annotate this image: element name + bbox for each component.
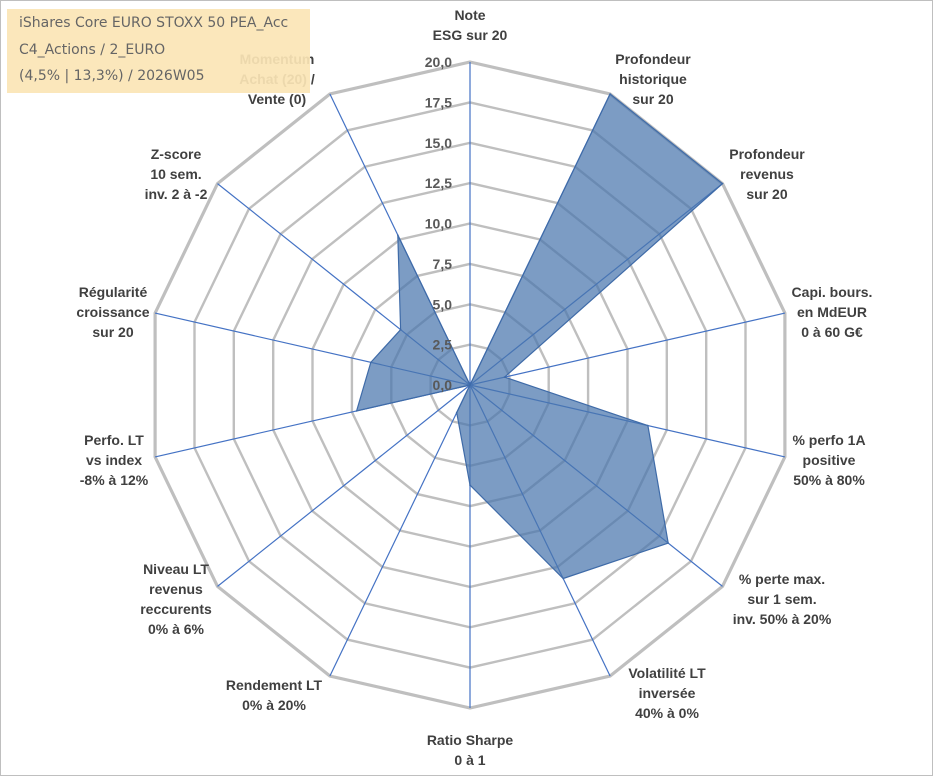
axis-label-5-line-2: inv. 50% à 20%: [733, 611, 832, 627]
axis-label-11-line-1: croissance: [76, 304, 149, 320]
axis-label-8-line-0: Rendement LT: [226, 677, 323, 693]
axis-label-6-line-0: Volatilité LT: [628, 665, 706, 681]
axis-label-8: Rendement LT 0% à 20%: [226, 677, 323, 713]
axis-label-13-line-2: Vente (0): [248, 91, 306, 107]
data-point-9: [469, 384, 471, 386]
tick-label-6: 15,0: [425, 135, 452, 151]
tick-label-8: 20,0: [425, 54, 452, 70]
axis-label-4-line-0: % perfo 1A: [792, 432, 865, 448]
axis-label-6-line-2: 40% à 0%: [635, 705, 699, 721]
tick-label-2: 5,0: [433, 296, 453, 312]
axis-label-2-line-1: revenus: [740, 166, 794, 182]
data-point-3: [503, 376, 506, 378]
axis-label-0-line-0: Note: [454, 7, 485, 23]
axis-label-8-line-1: 0% à 20%: [242, 697, 306, 713]
data-point-11: [370, 361, 372, 364]
axis-label-11-line-0: Régularité: [79, 284, 148, 300]
data-point-2: [721, 182, 724, 185]
axis-label-11-line-2: sur 20: [92, 324, 133, 340]
axis-label-10: Perfo. LT vs index -8% à 12%: [80, 432, 149, 488]
axis-label-6: Volatilité LT inversée 40% à 0%: [628, 665, 706, 721]
axis-label-4-line-2: 50% à 80%: [793, 472, 865, 488]
chart-title-line-1: iShares Core EURO STOXX 50 PEA_Acc: [19, 15, 289, 31]
axis-label-7-line-0: Ratio Sharpe: [427, 732, 514, 748]
axis-label-1: Profondeur historique sur 20: [615, 51, 691, 107]
tick-label-7: 17,5: [425, 94, 452, 110]
data-point-1: [609, 93, 611, 95]
data-point-7: [469, 484, 471, 486]
data-point-6: [562, 577, 564, 580]
axis-label-11: Régularité croissance sur 20: [76, 284, 149, 340]
spoke-3: [469, 312, 786, 386]
axis-label-9-line-0: Niveau LT: [143, 561, 209, 577]
axis-label-9-line-1: revenus: [149, 581, 203, 597]
data-point-12: [399, 328, 402, 331]
axis-label-10-line-1: vs index: [86, 452, 142, 468]
axis-label-4-line-1: positive: [803, 452, 856, 468]
axis-label-5-line-0: % perte max.: [739, 571, 825, 587]
category-labels: Note ESG sur 20 Profondeur historique sur 20…: [76, 7, 872, 768]
tick-label-5: 12,5: [425, 175, 452, 191]
axis-label-12-line-2: inv. 2 à -2: [145, 186, 208, 202]
axis-label-7: Ratio Sharpe 0 à 1: [427, 732, 514, 768]
axis-label-12-line-1: 10 sem.: [150, 166, 201, 182]
tick-label-4: 10,0: [425, 216, 452, 232]
tick-label-0: 0,0: [433, 377, 453, 393]
axis-label-9-line-2: reccurents: [140, 601, 212, 617]
axis-label-9-line-3: 0% à 6%: [148, 621, 205, 637]
spoke-8: [329, 384, 471, 677]
chart-title-line-2: C4_Actions / 2_EURO: [19, 42, 166, 58]
axis-label-5: % perte max. sur 1 sem. inv. 50% à 20%: [733, 571, 832, 627]
axis-label-10-line-2: -8% à 12%: [80, 472, 149, 488]
tick-label-3: 7,5: [433, 256, 453, 272]
axis-label-2-line-2: sur 20: [746, 186, 787, 202]
tick-layer: 0,0 2,5 5,0 7,5 10,0 12,5 15,0 17,5 20,0: [425, 54, 452, 393]
axis-label-4: % perfo 1A positive 50% à 80%: [792, 432, 865, 488]
axis-label-3-line-1: en MdEUR: [797, 304, 867, 320]
axis-label-6-line-1: inversée: [639, 685, 696, 701]
axis-label-3-line-2: 0 à 60 G€: [801, 324, 863, 340]
axis-label-12: Z-score 10 sem. inv. 2 à -2: [145, 146, 208, 202]
data-point-10: [355, 410, 358, 412]
axis-label-9: Niveau LT revenus reccurents 0% à 6%: [140, 561, 212, 637]
axis-label-10-line-0: Perfo. LT: [84, 432, 144, 448]
axis-label-1-line-1: historique: [619, 71, 687, 87]
axis-label-12-line-0: Z-score: [151, 146, 202, 162]
series-layer: [355, 93, 724, 580]
data-point-13: [397, 234, 399, 236]
data-point-4: [647, 424, 649, 427]
axis-label-1-line-0: Profondeur: [615, 51, 691, 67]
axis-label-3: Capi. bours. en MdEUR 0 à 60 G€: [792, 284, 873, 340]
chart-title-line-3: (4,5% | 13,3%) / 2026W05: [19, 68, 205, 84]
chart-title-box: iShares Core EURO STOXX 50 PEA_Acc C4_Ac…: [7, 9, 310, 93]
axis-label-1-line-2: sur 20: [632, 91, 673, 107]
tick-label-1: 2,5: [433, 337, 453, 353]
axis-label-0-line-1: ESG sur 20: [433, 27, 508, 43]
axis-label-2-line-0: Profondeur: [729, 146, 805, 162]
axis-label-7-line-1: 0 à 1: [454, 752, 485, 768]
data-point-5: [667, 542, 669, 544]
data-point-8: [455, 411, 458, 414]
axis-label-5-line-1: sur 1 sem.: [747, 591, 816, 607]
axis-label-2: Profondeur revenus sur 20: [729, 146, 805, 202]
spoke-9: [217, 384, 471, 587]
axis-label-3-line-0: Capi. bours.: [792, 284, 873, 300]
axis-label-0: Note ESG sur 20: [433, 7, 508, 43]
